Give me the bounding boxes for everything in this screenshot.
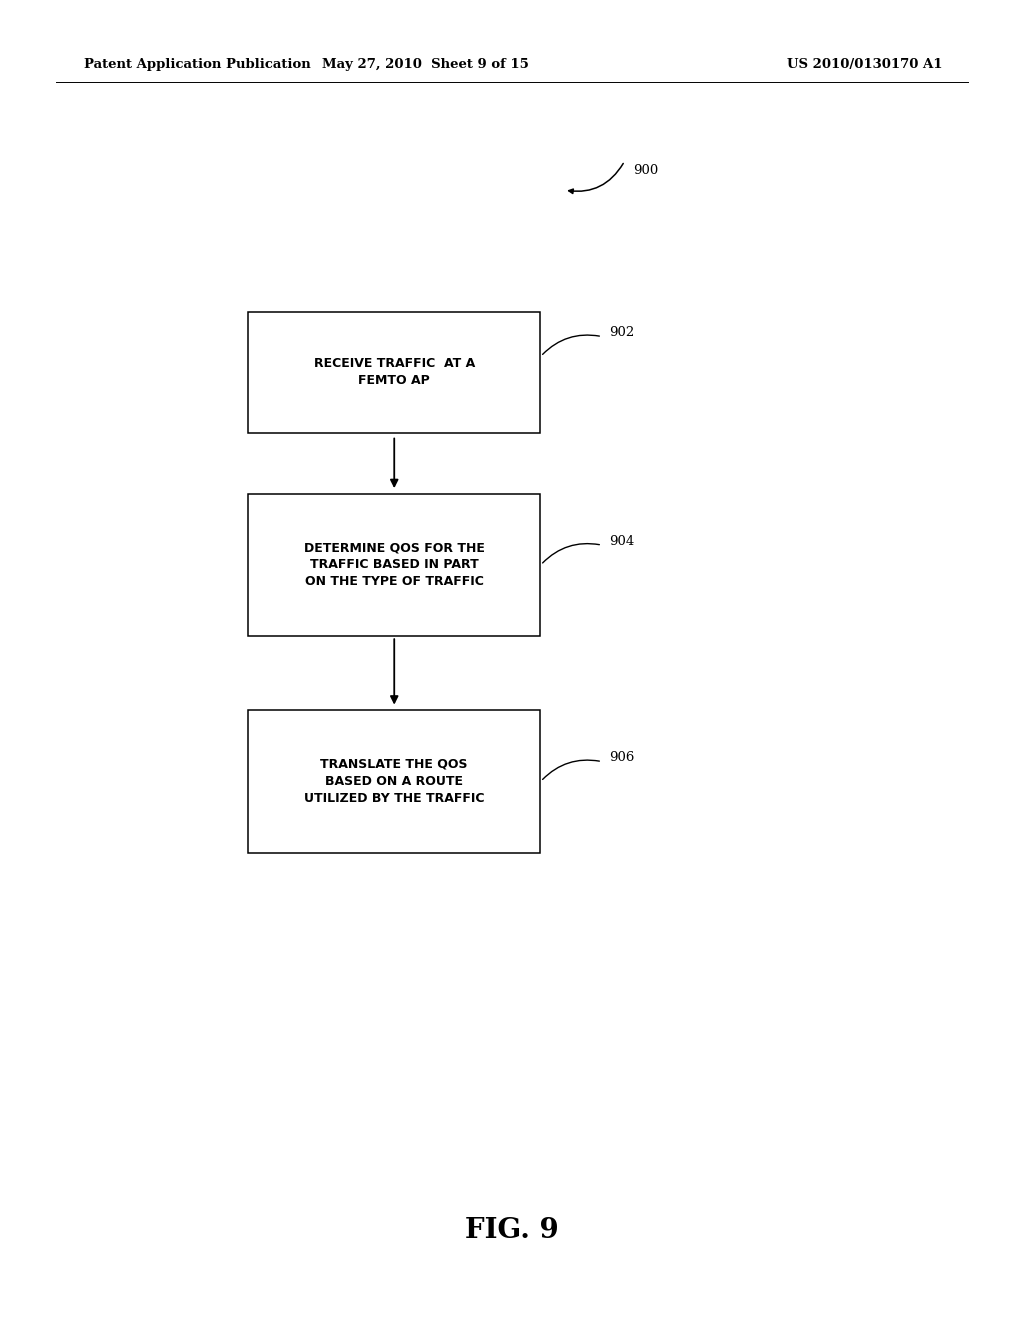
Text: May 27, 2010  Sheet 9 of 15: May 27, 2010 Sheet 9 of 15 bbox=[322, 58, 528, 71]
Text: Patent Application Publication: Patent Application Publication bbox=[84, 58, 310, 71]
Bar bbox=[249, 710, 541, 853]
Text: 906: 906 bbox=[609, 751, 635, 764]
Bar bbox=[249, 494, 541, 636]
Bar bbox=[249, 312, 541, 433]
Text: FIG. 9: FIG. 9 bbox=[465, 1217, 559, 1243]
Text: DETERMINE QOS FOR THE
TRAFFIC BASED IN PART
ON THE TYPE OF TRAFFIC: DETERMINE QOS FOR THE TRAFFIC BASED IN P… bbox=[304, 541, 484, 589]
Text: TRANSLATE THE QOS
BASED ON A ROUTE
UTILIZED BY THE TRAFFIC: TRANSLATE THE QOS BASED ON A ROUTE UTILI… bbox=[304, 758, 484, 805]
Text: 904: 904 bbox=[609, 535, 635, 548]
Text: 900: 900 bbox=[633, 164, 658, 177]
Text: 902: 902 bbox=[609, 326, 635, 339]
Text: RECEIVE TRAFFIC  AT A
FEMTO AP: RECEIVE TRAFFIC AT A FEMTO AP bbox=[313, 358, 475, 387]
Text: US 2010/0130170 A1: US 2010/0130170 A1 bbox=[786, 58, 942, 71]
